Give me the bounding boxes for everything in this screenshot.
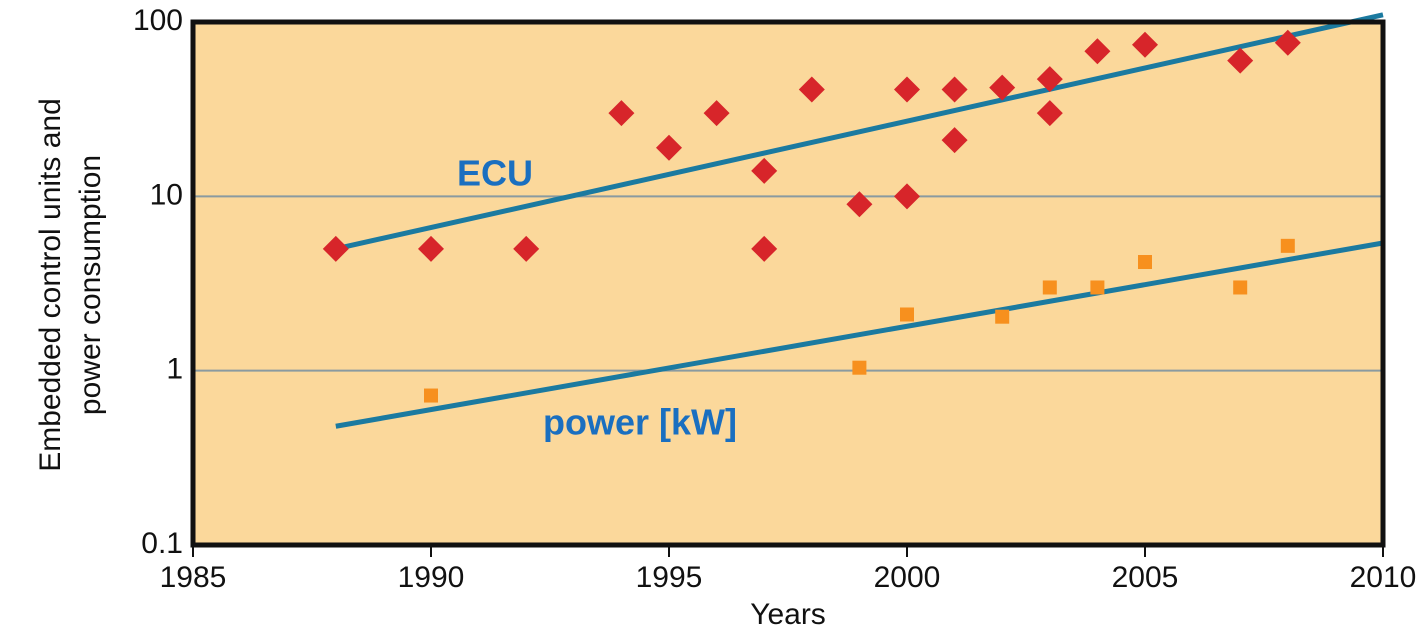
x-tick-label: 1995 [636, 561, 703, 594]
trend-line [335, 240, 1384, 429]
y-tick-label: 10 [150, 178, 183, 211]
data-point [941, 76, 968, 103]
data-point [703, 100, 730, 127]
y-tick-label: 0.1 [141, 527, 183, 560]
x-tick-label: 1990 [398, 561, 465, 594]
data-point [656, 134, 682, 161]
data-point [798, 76, 825, 103]
data-point [1132, 31, 1158, 58]
data-point [989, 74, 1016, 101]
data-point [1280, 238, 1295, 253]
data-point [846, 191, 873, 218]
data-point [894, 76, 920, 103]
data-point [1274, 29, 1301, 56]
data-point [424, 388, 438, 403]
y-axis-label: power consumption [74, 155, 107, 415]
data-point [1233, 280, 1248, 295]
data-point [608, 100, 635, 127]
x-axis-label: Years [750, 598, 826, 631]
data-point [322, 235, 349, 262]
data-point [418, 235, 444, 262]
x-tick-label: 2005 [1112, 561, 1179, 594]
data-point [513, 235, 540, 262]
x-tick-label: 2010 [1350, 561, 1417, 594]
data-point [751, 235, 778, 262]
data-point [852, 360, 867, 375]
data-point [1227, 47, 1254, 74]
series-label: power [kW] [543, 402, 737, 443]
y-axis-label: Embedded control units and [34, 98, 67, 472]
y-tick-label: 1 [166, 353, 183, 386]
y-tick-label: 100 [133, 4, 183, 37]
data-point [1084, 38, 1111, 65]
data-point [751, 157, 778, 184]
data-point [900, 307, 914, 322]
x-tick-label: 2000 [874, 561, 941, 594]
data-point [995, 309, 1010, 324]
data-point [941, 127, 968, 154]
data-point [1036, 100, 1063, 127]
data-point [1090, 280, 1105, 295]
data-point [1138, 255, 1152, 270]
data-point [1042, 280, 1057, 295]
x-tick-label: 1985 [160, 561, 227, 594]
data-point [894, 183, 920, 210]
data-point [1036, 66, 1063, 93]
trend-line [335, 12, 1384, 252]
plot-border [190, 19, 1386, 548]
plot-background [193, 22, 1383, 545]
series-label: ECU [457, 153, 533, 194]
